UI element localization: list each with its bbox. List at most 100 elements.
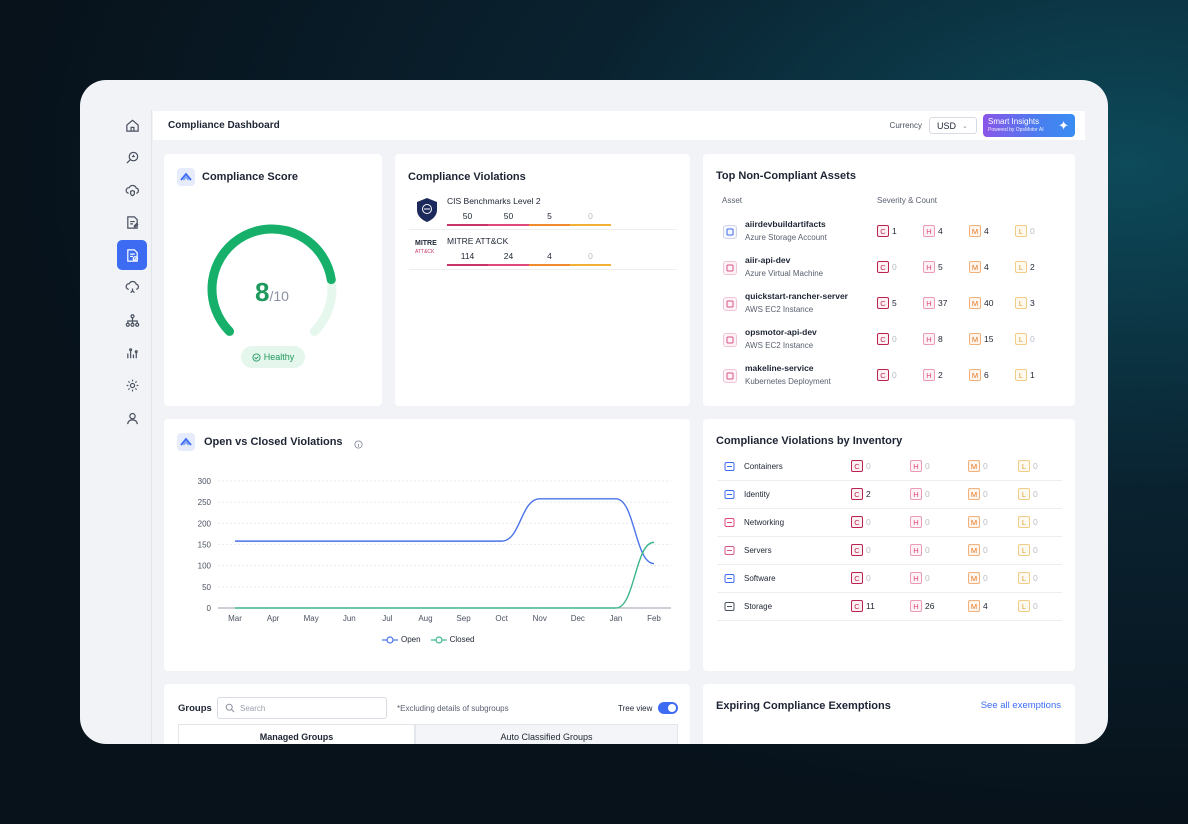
info-icon[interactable]: [354, 436, 363, 454]
inventory-name: Networking: [744, 518, 785, 527]
tree-view-toggle[interactable]: [658, 702, 678, 714]
severity-count: 26: [925, 601, 935, 611]
asset-row[interactable]: aiirdevbuildartifacts Azure Storage Accou…: [717, 216, 1062, 252]
status-badge: Healthy: [241, 346, 305, 368]
sidebar: [112, 110, 152, 744]
open-closed-title: Open vs Closed Violations: [204, 436, 343, 448]
smart-insights-label: Smart Insights: [988, 117, 1040, 126]
severity-count: 0: [892, 370, 897, 380]
severity-tag: H: [910, 572, 922, 584]
signal-icon: [126, 347, 138, 358]
severity-count: 0: [983, 573, 988, 583]
severity-count: 0: [1030, 226, 1035, 236]
count-critical: 114: [447, 251, 488, 266]
x-tick-label: Aug: [418, 614, 432, 623]
series-line-closed[interactable]: [234, 541, 655, 609]
severity-count: 37: [938, 298, 948, 308]
page-title: Compliance Dashboard: [168, 120, 280, 131]
inventory-name: Software: [744, 574, 776, 583]
severity-tag: L: [1015, 225, 1027, 237]
see-all-exemptions-link[interactable]: See all exemptions: [980, 700, 1061, 711]
inventory-row[interactable]: Containers C 0 H 0 M 0 L 0: [717, 453, 1062, 481]
sidebar-item-settings[interactable]: [117, 371, 147, 401]
asset-type: AWS EC2 Instance: [745, 305, 814, 314]
asset-type-icon: [723, 225, 737, 239]
severity-tag: H: [923, 297, 935, 309]
asset-row[interactable]: aiir-api-dev Azure Virtual Machine C 0 H 5 M 4 L…: [717, 252, 1062, 288]
tab-auto-classified-groups[interactable]: Auto Classified Groups: [415, 724, 678, 744]
score-gauge: 8/10: [197, 214, 347, 364]
sidebar-item-topology[interactable]: [117, 306, 147, 336]
severity-tag: L: [1018, 460, 1030, 472]
inventory-row[interactable]: Servers C 0 H 0 M 0 L 0: [717, 537, 1062, 565]
severity-count: 0: [1033, 461, 1038, 471]
x-tick-label: Jun: [343, 614, 356, 623]
inventory-row[interactable]: Identity C 2 H 0 M 0 L 0: [717, 481, 1062, 509]
severity-count: 0: [1030, 334, 1035, 344]
tab-managed-groups[interactable]: Managed Groups: [178, 724, 415, 744]
group-search-input[interactable]: Search: [217, 697, 387, 719]
mitre-logo-subtext: ATT&CK: [415, 249, 435, 255]
search-placeholder: Search: [240, 703, 266, 713]
inventory-card: Compliance Violations by Inventory Conta…: [703, 419, 1075, 671]
mitre-logo-icon: MITRE ATT&CK: [415, 240, 439, 266]
severity-count: 5: [892, 298, 897, 308]
severity-tag: H: [923, 225, 935, 237]
inventory-row[interactable]: Storage C 11 H 26 M 4 L 0: [717, 593, 1062, 621]
violation-row-cis[interactable]: CIS Benchmarks Level 2 50 50 5 0: [409, 192, 677, 230]
inventory-name: Containers: [744, 462, 783, 471]
sidebar-item-monitoring[interactable]: [117, 338, 147, 368]
severity-tag: L: [1018, 572, 1030, 584]
top-assets-title: Top Non-Compliant Assets: [716, 170, 856, 182]
severity-tag: H: [923, 261, 935, 273]
inventory-row[interactable]: Software C 0 H 0 M 0 L 0: [717, 565, 1062, 593]
legend-open[interactable]: Open: [382, 635, 421, 644]
violation-row-mitre[interactable]: MITRE ATT&CK MITRE ATT&CK 114 24 4 0: [409, 232, 677, 270]
currency-label: Currency: [889, 121, 922, 130]
currency-value: USD: [937, 120, 957, 131]
sidebar-item-profile[interactable]: [117, 403, 147, 433]
severity-count: 0: [983, 517, 988, 527]
smart-insights-button[interactable]: Smart Insights Powered by OpsMotor AI ✦: [983, 114, 1075, 137]
smart-insights-sublabel: Powered by OpsMotor AI: [988, 127, 1044, 133]
inventory-row[interactable]: Networking C 0 H 0 M 0 L 0: [717, 509, 1062, 537]
severity-count: 0: [1033, 573, 1038, 583]
sidebar-item-compliance[interactable]: [117, 240, 147, 271]
asset-row[interactable]: makeline-service Kubernetes Deployment C 0 H…: [717, 360, 1062, 396]
inventory-title: Compliance Violations by Inventory: [716, 435, 903, 447]
asset-row[interactable]: opsmotor-api-dev AWS EC2 Instance C 0 H 8 M 15 L…: [717, 324, 1062, 360]
series-line-open[interactable]: [235, 498, 655, 565]
severity-tag: M: [969, 333, 981, 345]
asset-row[interactable]: quickstart-rancher-server AWS EC2 Instanc…: [717, 288, 1062, 324]
groups-card: Groups Search *Excluding details of subg…: [164, 684, 690, 744]
app-window: Compliance Dashboard Currency USD ⌄ Smar…: [80, 80, 1108, 744]
severity-tag: C: [851, 600, 863, 612]
severity-tag: L: [1015, 297, 1027, 309]
violation-name: MITRE ATT&CK: [447, 236, 509, 246]
sidebar-item-threats[interactable]: [117, 143, 147, 173]
severity-count: 0: [925, 573, 930, 583]
currency-select[interactable]: USD ⌄: [929, 117, 977, 134]
sidebar-item-cloud-security[interactable]: [117, 175, 147, 205]
y-tick-label: 300: [198, 477, 212, 486]
severity-count: 0: [1033, 489, 1038, 499]
legend-closed[interactable]: Closed: [430, 635, 474, 644]
sidebar-item-home[interactable]: [117, 110, 147, 140]
cis-logo-icon: [415, 197, 439, 223]
sidebar-item-cloud[interactable]: [117, 273, 147, 303]
sidebar-item-policies[interactable]: [117, 208, 147, 238]
search-bug-icon: [125, 151, 138, 164]
exemptions-title: Expiring Compliance Exemptions: [716, 700, 891, 712]
x-tick-label: Jul: [382, 614, 392, 623]
